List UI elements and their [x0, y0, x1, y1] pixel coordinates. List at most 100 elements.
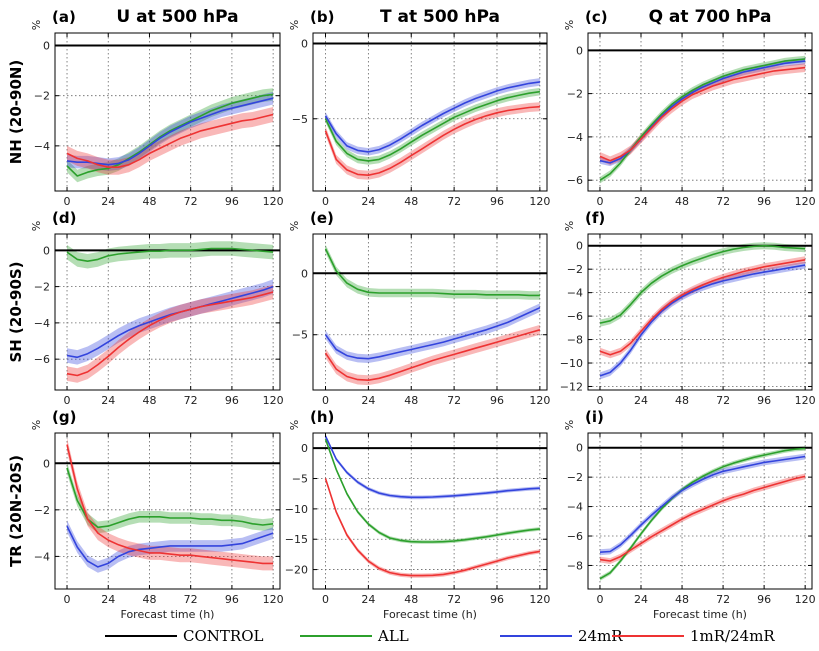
row-title: NH (20-90N) — [7, 60, 25, 165]
series-line-24mr — [324, 435, 540, 499]
series-line-all — [599, 244, 806, 324]
y-tick-label: −2 — [567, 471, 583, 484]
spread-band-24mr — [325, 434, 540, 500]
x-tick-label: 0 — [596, 195, 603, 208]
panel-label: (c) — [585, 8, 608, 26]
series-line-all — [324, 438, 540, 543]
x-tick-label: 24 — [101, 195, 115, 208]
plot-frame — [587, 432, 813, 590]
x-tick-label: 96 — [490, 394, 504, 407]
panel-d: 0 24 48 72 96 120 0 −2 −4 −6% (d) — [30, 209, 284, 407]
plot-frame — [312, 32, 548, 192]
spread-band-all — [325, 244, 540, 300]
panel-label: (g) — [52, 408, 76, 426]
x-tick-label: 48 — [675, 394, 689, 407]
spread-band-all — [325, 87, 540, 165]
plot-frame — [54, 233, 281, 391]
spread-band-1mr-24mr — [600, 63, 806, 165]
panel-g: 0 24 48 72 96 120 0 −2 −4% (g) Forecast time (h) — [30, 408, 284, 621]
series-line-24mr — [599, 455, 806, 553]
series-line-all — [66, 467, 274, 529]
series-line-1mr-24mr — [66, 291, 274, 377]
panel-e: 0 24 48 72 96 120 0 −5% (e) — [288, 209, 550, 407]
x-tick-label: 48 — [675, 593, 689, 606]
panel-a: 0 24 48 72 96 120 0 −2 −4% (a) — [30, 8, 284, 208]
y-tick-label: −4 — [567, 131, 583, 144]
y-unit-label: % — [30, 20, 43, 30]
spread-band-24mr — [600, 261, 806, 380]
spread-band-all — [67, 241, 274, 269]
y-tick-label: 0 — [43, 457, 50, 470]
spread-band-all — [325, 437, 540, 544]
x-tick-label: 72 — [447, 195, 461, 208]
x-tick-label: 0 — [322, 394, 329, 407]
panel-label: (b) — [310, 8, 334, 26]
y-tick-label: −2 — [567, 263, 583, 276]
x-tick-label: 24 — [361, 195, 375, 208]
series-line-all — [66, 247, 274, 263]
x-tick-label: 96 — [225, 195, 239, 208]
y-tick-label: −2 — [34, 90, 50, 103]
legend-item-all: ALL — [300, 627, 409, 645]
y-tick-label: −10 — [560, 357, 583, 370]
x-tick-label: 0 — [596, 593, 603, 606]
y-tick-label: −4 — [34, 550, 50, 563]
x-tick-label: 72 — [184, 394, 198, 407]
x-tick-label: 24 — [634, 394, 648, 407]
panel-f: 0 24 48 72 96 120 0 −2 −4 −6 −8 −10 −12% (f) — [560, 209, 816, 407]
y-tick-label: −6 — [567, 174, 583, 187]
y-unit-label: % — [288, 20, 301, 30]
plot-frame — [54, 32, 281, 192]
x-axis-label: Forecast time (h) — [383, 608, 477, 621]
panel-i: 0 24 48 72 96 120 0 −2 −4 −6 −8% (i) Forecast time (… — [563, 408, 816, 621]
x-tick-label: 120 — [529, 593, 550, 606]
x-tick-label: 72 — [716, 195, 730, 208]
y-tick-label: 0 — [43, 40, 50, 53]
legend-item-24mr: 24mR — [500, 627, 623, 645]
series-line-24mr — [324, 81, 541, 153]
y-tick-label: −2 — [34, 281, 50, 294]
x-axis-label: Forecast time (h) — [121, 608, 215, 621]
panel-label: (a) — [52, 8, 76, 26]
y-tick-label: −20 — [285, 564, 308, 577]
y-tick-label: −2 — [34, 504, 50, 517]
x-tick-label: 96 — [225, 593, 239, 606]
y-tick-label: −4 — [34, 140, 50, 153]
spread-band-all — [600, 242, 806, 327]
legend-item-control: CONTROL — [105, 627, 263, 645]
x-tick-label: 24 — [361, 394, 375, 407]
x-tick-label: 120 — [263, 195, 284, 208]
x-tick-label: 0 — [64, 195, 71, 208]
x-axis-label: Forecast time (h) — [653, 608, 747, 621]
x-tick-label: 120 — [529, 195, 550, 208]
series-line-1mr-24mr — [324, 329, 541, 382]
series-line-1mr-24mr — [324, 478, 541, 577]
panel-label: (i) — [585, 408, 604, 426]
series-line-1mr-24mr — [599, 475, 806, 562]
y-tick-label: −4 — [34, 317, 50, 330]
y-tick-label: −6 — [567, 530, 583, 543]
spread-band-1mr-24mr — [600, 256, 806, 359]
figure-legend: CONTROL ALL 24mR 1mR/24mR — [105, 627, 775, 645]
series-line-1mr-24mr — [66, 113, 274, 168]
x-tick-label: 48 — [142, 394, 156, 407]
y-unit-label: % — [563, 420, 576, 430]
y-tick-label: −6 — [567, 310, 583, 323]
legend-label: CONTROL — [183, 627, 263, 645]
x-tick-label: 120 — [529, 394, 550, 407]
spread-band-all — [600, 446, 806, 581]
panel-label: (e) — [310, 209, 334, 227]
legend-label: ALL — [377, 627, 409, 645]
column-title: U at 500 hPa — [116, 7, 238, 27]
x-tick-label: 120 — [795, 593, 816, 606]
row-title: SH (20-90S) — [7, 261, 25, 362]
spread-band-1mr-24mr — [600, 473, 806, 564]
x-tick-label: 24 — [101, 394, 115, 407]
x-tick-label: 120 — [795, 394, 816, 407]
legend-label: 1mR/24mR — [690, 627, 775, 645]
x-tick-label: 72 — [716, 394, 730, 407]
spread-band-24mr — [325, 78, 540, 156]
legend-label: 24mR — [578, 627, 623, 645]
y-unit-label: % — [30, 221, 43, 231]
